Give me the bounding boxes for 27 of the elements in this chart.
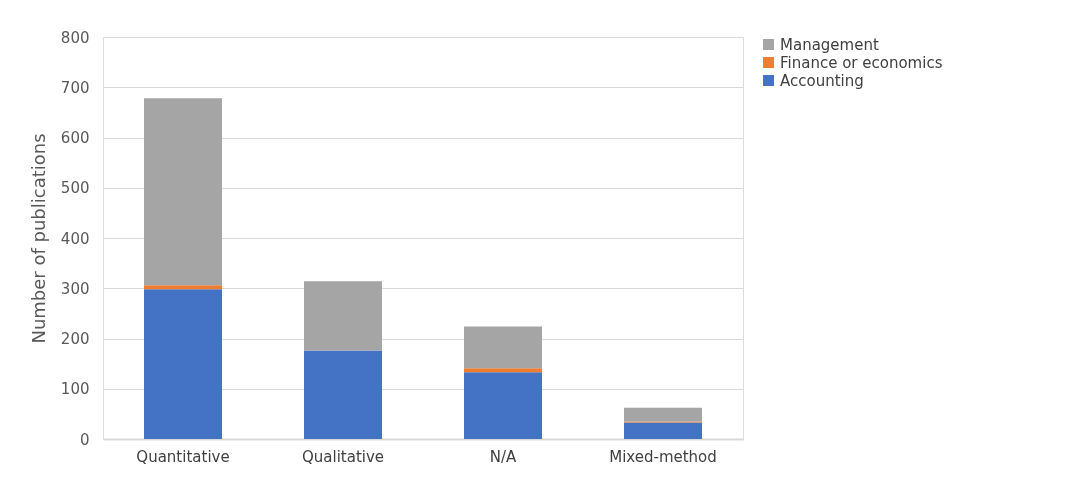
bar <box>624 407 702 422</box>
bar <box>304 350 382 439</box>
y-tick-label: 500 <box>60 179 90 198</box>
x-tick-label: Quantitative <box>136 447 230 466</box>
y-tick-label: 200 <box>60 330 90 348</box>
x-tick-label: Qualitative <box>301 447 385 466</box>
y-tick-label: 400 <box>60 229 90 248</box>
x-tick-label: N/A <box>489 447 517 466</box>
legend-label: Finance or economics <box>780 53 943 72</box>
y-tick-label: 700 <box>60 78 90 97</box>
bar <box>304 281 382 351</box>
bar <box>464 326 542 369</box>
bar <box>144 285 222 290</box>
y-tick-label: 800 <box>60 28 90 47</box>
y-axis-title: Number of publications <box>27 133 49 344</box>
y-tick-label: 600 <box>60 129 90 147</box>
bar <box>144 98 222 286</box>
bar <box>624 422 702 439</box>
y-tick-label: 0 <box>79 430 90 449</box>
bar <box>464 372 542 439</box>
y-tick-label: 100 <box>60 380 90 399</box>
legend-label: Management <box>780 35 879 54</box>
legend-label: Accounting <box>780 71 864 90</box>
x-tick-label: Mixed-method <box>609 447 717 466</box>
y-tick-label: 300 <box>60 279 90 298</box>
bar <box>144 289 222 439</box>
bar <box>464 368 542 373</box>
